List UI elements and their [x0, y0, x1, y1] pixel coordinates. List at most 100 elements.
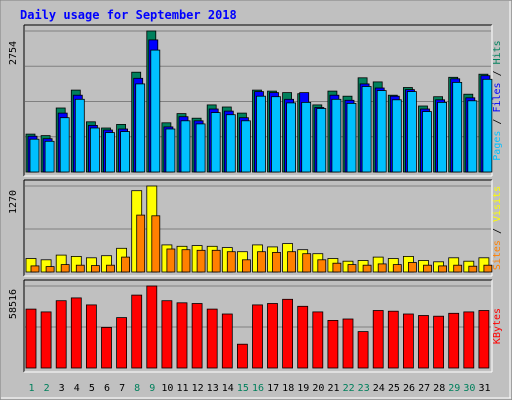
bar-pages-day-20 [316, 108, 327, 173]
bar-pages-day-14 [225, 114, 236, 173]
bar-pages-day-16 [256, 95, 266, 173]
panel-2-legend-text: KBytes [492, 308, 503, 344]
bar-kbytes-day-8 [131, 294, 143, 369]
x-tick-label-day-16: 16 [252, 383, 264, 394]
bar-pages-day-19 [301, 102, 312, 173]
bar-pages-day-30 [467, 100, 478, 173]
x-tick-label-day-21: 21 [327, 383, 339, 394]
x-tick-label-day-5: 5 [89, 383, 95, 394]
bar-pages-day-1 [29, 138, 40, 173]
bar-pages-day-25 [391, 99, 402, 173]
x-tick-label-day-29: 29 [448, 383, 460, 394]
legend-separator: / [492, 64, 503, 82]
bar-sites-day-26 [407, 262, 417, 273]
bar-sites-day-15 [241, 259, 251, 273]
bar-pages-day-5 [90, 127, 100, 173]
bar-kbytes-day-22 [342, 318, 354, 369]
bar-pages-day-11 [180, 120, 191, 173]
bar-sites-day-12 [196, 249, 206, 273]
legend-item-hits: Hits [492, 40, 503, 64]
bar-kbytes-day-28 [433, 315, 445, 369]
bar-kbytes-day-16 [252, 304, 263, 369]
x-tick-label-day-26: 26 [403, 383, 415, 394]
bar-sites-day-23 [362, 264, 372, 273]
panel-0-legend: Pages / Files / Hits [492, 40, 503, 160]
x-tick-label-day-28: 28 [433, 383, 445, 394]
bar-pages-day-17 [271, 96, 281, 173]
bar-sites-day-29 [453, 264, 463, 273]
x-tick-label-day-24: 24 [373, 383, 385, 394]
bar-sites-day-24 [377, 263, 387, 273]
bar-kbytes-day-27 [418, 315, 429, 369]
bar-sites-day-31 [483, 264, 493, 273]
legend-item-sites: Sites [492, 240, 503, 270]
bar-pages-day-7 [120, 131, 130, 173]
legend-separator: / [492, 222, 503, 240]
panel-2-ymax-label: 58516 [8, 289, 19, 319]
bar-kbytes-day-2 [40, 311, 52, 369]
bar-kbytes-day-12 [191, 303, 203, 369]
legend-item-kbytes: KBytes [492, 308, 503, 344]
bar-kbytes-day-9 [146, 285, 158, 369]
bar-pages-day-3 [59, 117, 70, 173]
bar-pages-day-29 [452, 82, 463, 173]
bar-pages-day-4 [74, 98, 85, 173]
bar-kbytes-day-30 [463, 311, 475, 369]
bar-kbytes-day-20 [312, 311, 324, 369]
x-tick-label-day-17: 17 [267, 383, 279, 394]
bar-pages-day-9 [150, 49, 161, 173]
bar-sites-day-14 [226, 251, 236, 273]
bar-sites-day-1 [30, 265, 40, 273]
bar-sites-day-13 [211, 249, 221, 273]
bar-pages-day-26 [406, 91, 417, 173]
bar-kbytes-day-3 [55, 300, 67, 369]
bar-kbytes-day-29 [448, 312, 460, 369]
x-tick-label-day-10: 10 [161, 383, 173, 394]
legend-separator: / [492, 113, 503, 131]
bar-sites-day-22 [347, 264, 357, 273]
x-tick-label-day-8: 8 [134, 383, 140, 394]
bar-pages-day-21 [331, 98, 342, 173]
bar-sites-day-2 [45, 266, 55, 273]
x-tick-label-day-19: 19 [297, 383, 309, 394]
x-tick-label-day-2: 2 [44, 383, 50, 394]
bar-pages-day-13 [210, 112, 221, 173]
x-tick-label-day-23: 23 [358, 383, 370, 394]
bar-kbytes-day-6 [101, 326, 112, 369]
bar-sites-day-30 [468, 265, 478, 273]
bar-sites-day-16 [257, 251, 266, 273]
x-tick-label-day-22: 22 [343, 383, 355, 394]
bar-kbytes-day-23 [357, 331, 369, 369]
bar-pages-day-28 [437, 102, 448, 173]
legend-item-files: Files [492, 82, 503, 112]
x-tick-label-day-31: 31 [478, 383, 490, 394]
x-tick-label-day-4: 4 [74, 383, 80, 394]
panel-1-legend: Sites / Visits [492, 186, 503, 270]
bar-sites-day-3 [60, 264, 70, 273]
bar-kbytes-day-21 [327, 319, 339, 369]
x-tick-label-day-11: 11 [176, 383, 188, 394]
bar-sites-day-18 [287, 251, 297, 273]
x-tick-label-day-3: 3 [59, 383, 65, 394]
bar-kbytes-day-24 [372, 310, 384, 369]
bar-kbytes-day-19 [297, 305, 309, 369]
x-tick-label-day-30: 30 [463, 383, 475, 394]
bar-pages-day-24 [376, 90, 387, 173]
bar-pages-day-12 [195, 123, 206, 173]
x-tick-label-day-13: 13 [207, 383, 219, 394]
bar-kbytes-day-13 [206, 308, 218, 369]
bar-kbytes-day-5 [86, 304, 97, 369]
x-tick-label-day-7: 7 [119, 383, 125, 394]
panel-1-ymax-label: 1270 [8, 190, 19, 214]
bar-kbytes-day-31 [478, 310, 490, 369]
bar-pages-day-23 [361, 86, 372, 173]
bar-pages-day-2 [44, 140, 55, 173]
panel-1-legend-text: Sites / Visits [492, 186, 503, 270]
legend-item-visits: Visits [492, 186, 503, 222]
bar-pages-day-15 [240, 120, 251, 173]
bar-kbytes-day-17 [267, 303, 278, 369]
bar-kbytes-day-7 [116, 317, 127, 369]
bar-sites-day-5 [91, 265, 100, 273]
